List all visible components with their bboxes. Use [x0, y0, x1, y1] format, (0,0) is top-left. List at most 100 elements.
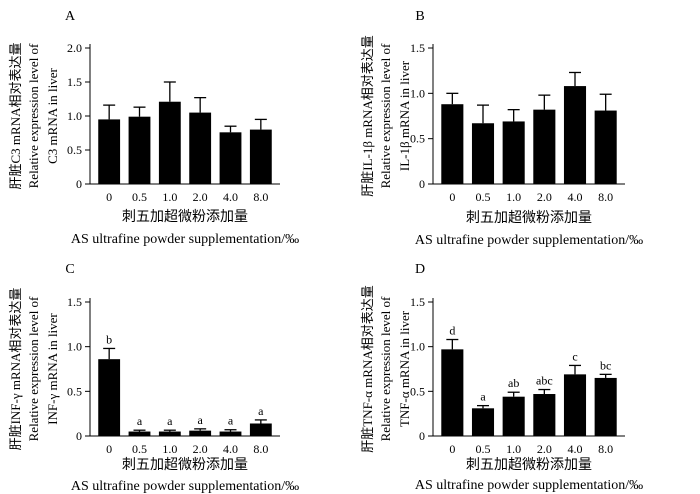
- y-label-gene: C3 mRNA in liver: [45, 67, 60, 163]
- x-tick-label: 0.5: [476, 190, 491, 204]
- significance-letter: d: [449, 324, 455, 338]
- bar: [441, 104, 464, 184]
- y-label-cn: 肝脏TNF-α mRNA相对表达量: [360, 285, 375, 453]
- bar: [249, 129, 272, 184]
- y-label-en: Relative expression level of: [378, 43, 393, 188]
- x-tick-label: 8.0: [253, 442, 268, 456]
- bar: [128, 116, 151, 184]
- x-tick-label: 1.0: [162, 442, 177, 456]
- x-tick-label: 4.0: [223, 190, 238, 204]
- y-tick-label: 1.0: [410, 86, 425, 100]
- y-label-en: Relative expression level of: [26, 43, 41, 188]
- x-label-en: AS ultrafine powder supplementation/‰: [71, 479, 299, 494]
- y-tick-label: 1.5: [67, 295, 82, 309]
- bar: [471, 408, 495, 436]
- panel-letter: D: [415, 262, 425, 277]
- significance-letter: a: [137, 414, 143, 428]
- x-tick-label: 2.0: [193, 442, 208, 456]
- significance-letter: a: [258, 404, 264, 418]
- bar: [594, 110, 617, 184]
- x-tick-label: 2.0: [193, 190, 208, 204]
- x-tick-label: 2.0: [537, 442, 552, 456]
- x-tick-label: 8.0: [253, 190, 268, 204]
- bar: [502, 396, 525, 436]
- y-tick-label: 1.0: [67, 340, 82, 354]
- y-tick-label: 0.5: [67, 384, 82, 398]
- y-tick-label: 1.0: [67, 109, 82, 123]
- y-tick-label: 0: [76, 177, 82, 191]
- x-tick-label: 4.0: [223, 442, 238, 456]
- y-tick-label: 2.0: [67, 41, 82, 55]
- bar: [189, 430, 212, 436]
- bar: [563, 374, 587, 436]
- x-tick-label: 0: [449, 190, 455, 204]
- significance-letter: abc: [536, 374, 553, 388]
- x-label-cn: 刺五加超微粉添加量: [122, 457, 248, 473]
- bar: [128, 431, 151, 436]
- panel-b: B 0 0.5 1.0 1.5 0 0.5 1.0 2.0 4.0 8.0 刺五加超微粉添加量 AS u…: [360, 9, 643, 248]
- bar: [158, 431, 181, 436]
- y-label-gene: TNF-α mRNA in liver: [397, 310, 412, 427]
- x-label-cn: 刺五加超微粉添加量: [466, 457, 592, 473]
- x-tick-label: 8.0: [598, 190, 613, 204]
- bar: [533, 394, 556, 436]
- y-tick-label: 0: [419, 429, 425, 443]
- x-tick-label: 0.5: [476, 442, 491, 456]
- x-tick-label: 4.0: [568, 190, 583, 204]
- significance-letter: c: [572, 349, 577, 363]
- bar: [98, 359, 121, 436]
- y-label-en: Relative expression level of: [378, 296, 393, 441]
- significance-letter: ab: [508, 376, 519, 390]
- y-tick-label: 0: [419, 177, 425, 191]
- y-label-cn: 肝脏INF-γ mRNA相对表达量: [8, 288, 23, 451]
- x-tick-label: 0: [106, 442, 112, 456]
- significance-letter: bc: [600, 358, 611, 372]
- y-tick-label: 0.5: [67, 143, 82, 157]
- bar: [98, 119, 121, 184]
- y-tick-label: 1.5: [410, 295, 425, 309]
- significance-letter: a: [198, 413, 204, 427]
- panel-a: A 0 0.5 1.0 1.5 2.0 0 0.5 1.0 2.0 4.0 8.0 刺五加超微粉添加量 A…: [8, 9, 299, 247]
- panel-d: D 0 0.5 1.0 1.5 0 d 0.5 a 1.0 ab 2.0 abc 4.0 c 8.0 bc 刺五加…: [360, 262, 643, 493]
- y-tick-label: 0.5: [410, 384, 425, 398]
- y-label-gene: IL-1β mRNA in liver: [397, 60, 412, 171]
- significance-letter: a: [167, 414, 173, 428]
- significance-letter: a: [480, 390, 486, 404]
- bar: [533, 109, 556, 184]
- x-tick-label: 1.0: [506, 190, 521, 204]
- x-label-en: AS ultrafine powder supplementation/‰: [415, 233, 643, 248]
- x-tick-label: 0: [449, 442, 455, 456]
- x-tick-label: 2.0: [537, 190, 552, 204]
- y-label-cn: 肝脏IL-1β mRNA相对表达量: [360, 35, 375, 197]
- x-label-en: AS ultrafine powder supplementation/‰: [415, 478, 643, 493]
- bar: [441, 349, 464, 436]
- significance-letter: a: [228, 414, 234, 428]
- x-label-cn: 刺五加超微粉添加量: [122, 209, 248, 225]
- x-tick-label: 1.0: [162, 190, 177, 204]
- bar: [594, 377, 617, 436]
- y-tick-label: 0.5: [410, 132, 425, 146]
- bar: [189, 112, 212, 184]
- x-tick-label: 4.0: [568, 442, 583, 456]
- bar: [249, 423, 272, 436]
- y-label-en: Relative expression level of: [26, 296, 41, 441]
- x-tick-label: 0: [106, 190, 112, 204]
- panel-letter: B: [415, 9, 424, 24]
- significance-letter: b: [106, 332, 112, 346]
- y-label-cn: 肝脏C3 mRNA相对表达量: [8, 43, 23, 190]
- bar: [219, 132, 242, 184]
- x-label-cn: 刺五加超微粉添加量: [466, 210, 592, 226]
- x-tick-label: 8.0: [598, 442, 613, 456]
- bar: [502, 121, 525, 184]
- x-tick-label: 0.5: [132, 442, 147, 456]
- x-tick-label: 0.5: [132, 190, 147, 204]
- y-label-gene: INF-γ mRNA in liver: [45, 313, 60, 425]
- bar: [471, 123, 495, 184]
- y-tick-label: 1.5: [67, 75, 82, 89]
- x-tick-label: 1.0: [506, 442, 521, 456]
- bar: [563, 86, 587, 184]
- y-tick-label: 0: [76, 429, 82, 443]
- y-tick-label: 1.0: [410, 340, 425, 354]
- panel-letter: A: [65, 9, 76, 24]
